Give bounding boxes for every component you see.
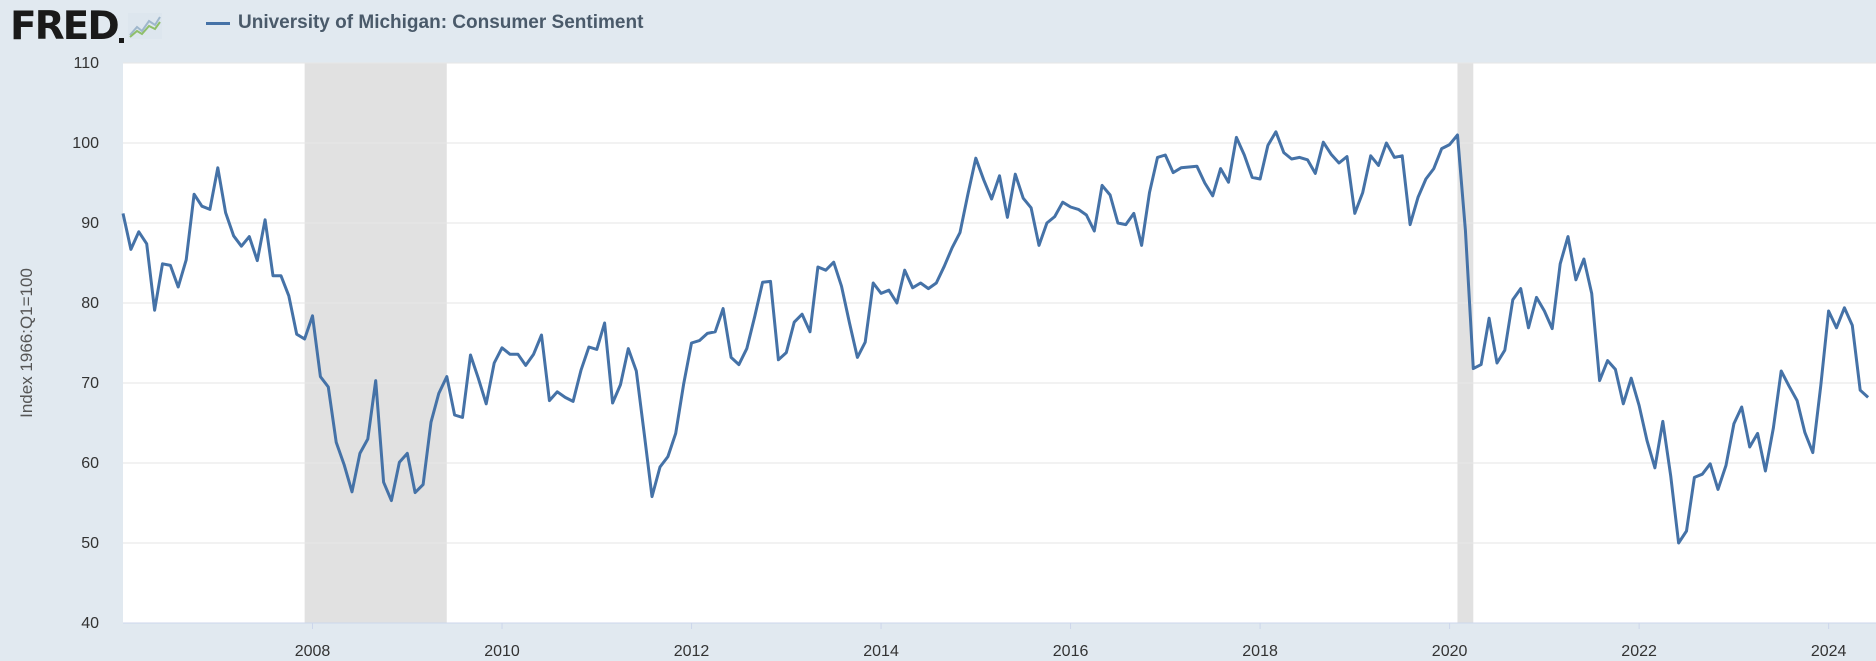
x-axis-ticks: 2008 2010 2012 2014 2016 2018 2020 2022 2024 <box>123 622 1876 660</box>
x-tick-label-2018: 2018 <box>1242 643 1278 660</box>
chart-header: FRED University of Michigan: Consumer Se… <box>0 0 1876 50</box>
y-axis-label: Index 1966:Q1=100 <box>17 268 36 418</box>
y-tick-label-50: 50 <box>81 535 99 552</box>
x-tick-label-2024: 2024 <box>1811 643 1847 660</box>
recession-band-2 <box>1457 63 1474 623</box>
x-tick-label-2014: 2014 <box>863 643 899 660</box>
legend[interactable]: University of Michigan: Consumer Sentime… <box>206 12 643 34</box>
series-line-1 <box>121 130 1870 545</box>
legend-label: University of Michigan: Consumer Sentime… <box>238 12 644 33</box>
logo-dot <box>118 37 124 43</box>
fred-logo-text: FRED <box>10 3 120 49</box>
recession-band-1 <box>304 63 447 623</box>
y-tick-label-90: 90 <box>81 215 99 232</box>
recession-shading <box>304 63 1474 623</box>
fred-logo[interactable]: FRED <box>10 3 162 49</box>
y-tick-label-70: 70 <box>81 375 99 392</box>
x-tick-label-2012: 2012 <box>674 643 710 660</box>
x-tick-label-2008: 2008 <box>295 643 331 660</box>
y-tick-label-110: 110 <box>73 55 99 72</box>
y-tick-label-80: 80 <box>81 295 99 312</box>
y-axis-ticks: 40 50 60 70 80 90 100 110 <box>72 55 99 632</box>
legend-swatch <box>206 21 230 25</box>
y-tick-label-100: 100 <box>72 135 99 152</box>
chart-graph-icon <box>127 13 162 39</box>
y-tick-label-60: 60 <box>81 455 99 472</box>
x-tick-label-2022: 2022 <box>1621 643 1657 660</box>
x-tick-label-2010: 2010 <box>484 643 520 660</box>
x-tick-label-2020: 2020 <box>1432 643 1468 660</box>
y-tick-label-40: 40 <box>81 615 99 632</box>
series-group <box>121 130 1870 545</box>
x-tick-label-2016: 2016 <box>1053 643 1089 660</box>
